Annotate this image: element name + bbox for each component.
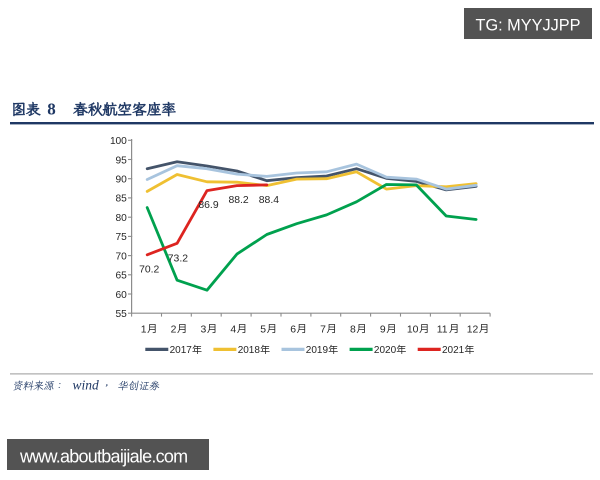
- svg-text:2020: 2020: [374, 345, 397, 356]
- svg-text:70.2: 70.2: [139, 265, 159, 276]
- svg-text:2021: 2021: [442, 345, 465, 356]
- svg-text:11: 11: [437, 324, 448, 335]
- svg-text:2019: 2019: [306, 345, 329, 356]
- svg-text:TG: MYYJJPP: TG: MYYJJPP: [476, 17, 581, 35]
- svg-text:3: 3: [201, 324, 207, 335]
- svg-text:75: 75: [116, 232, 128, 243]
- svg-text:10: 10: [407, 324, 419, 335]
- svg-text:60: 60: [116, 290, 128, 301]
- svg-text:73.2: 73.2: [168, 254, 188, 265]
- svg-text:8: 8: [47, 100, 56, 119]
- svg-text:2: 2: [171, 324, 177, 335]
- svg-text:65: 65: [116, 271, 128, 282]
- svg-text:55: 55: [116, 309, 128, 320]
- svg-text:88.2: 88.2: [228, 195, 248, 206]
- svg-text:70: 70: [116, 251, 128, 262]
- svg-text:6: 6: [290, 324, 296, 335]
- svg-text:2017: 2017: [170, 345, 193, 356]
- svg-text:12: 12: [467, 324, 479, 335]
- svg-text:86.9: 86.9: [198, 200, 218, 211]
- svg-text:95: 95: [116, 155, 128, 166]
- svg-text:90: 90: [116, 175, 128, 186]
- svg-text:wind: wind: [73, 377, 100, 392]
- svg-text:4: 4: [230, 324, 236, 335]
- svg-text:8: 8: [350, 324, 356, 335]
- svg-text:88.4: 88.4: [259, 195, 279, 206]
- svg-text:85: 85: [116, 194, 128, 205]
- svg-text:2018: 2018: [238, 345, 261, 356]
- svg-text:www.aboutbaijiale.com: www.aboutbaijiale.com: [19, 447, 187, 467]
- svg-text:7: 7: [320, 324, 326, 335]
- svg-text:80: 80: [116, 213, 128, 224]
- svg-text:9: 9: [380, 324, 386, 335]
- svg-text:1: 1: [141, 324, 147, 335]
- svg-text:5: 5: [260, 324, 266, 335]
- svg-text:100: 100: [110, 136, 127, 147]
